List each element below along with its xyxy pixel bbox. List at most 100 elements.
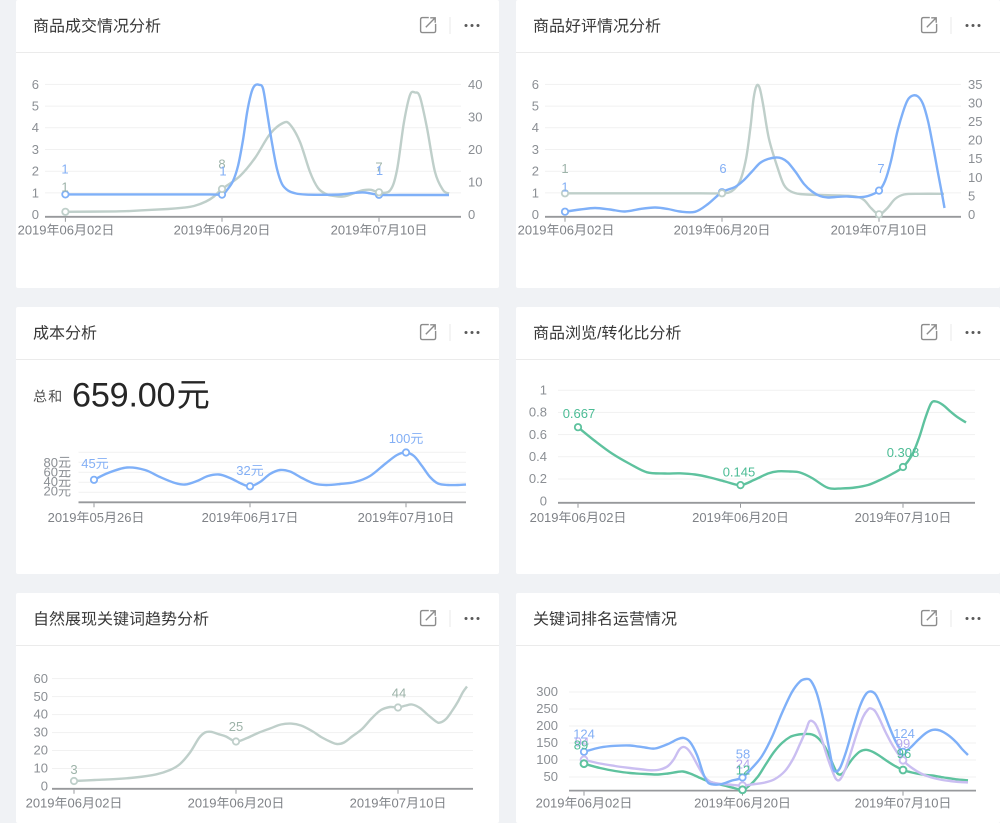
svg-text:20: 20 (243, 223, 257, 238)
svg-text:06: 06 (216, 223, 230, 238)
svg-text:58: 58 (736, 747, 750, 762)
svg-text:1: 1 (61, 180, 68, 195)
svg-text:2019: 2019 (831, 223, 860, 238)
svg-text:06: 06 (734, 510, 748, 525)
svg-text:20: 20 (44, 484, 58, 499)
svg-text:0.308: 0.308 (887, 445, 920, 460)
svg-text:124: 124 (573, 727, 595, 742)
svg-text:2019: 2019 (518, 223, 547, 238)
svg-text:02: 02 (599, 510, 613, 525)
svg-text:1: 1 (540, 382, 547, 397)
svg-text:02: 02 (587, 223, 601, 238)
svg-text:2019: 2019 (358, 510, 387, 525)
svg-text:0.8: 0.8 (529, 405, 547, 420)
svg-text:0: 0 (468, 207, 475, 222)
svg-text:0.4: 0.4 (529, 449, 547, 464)
svg-text:0.2: 0.2 (529, 471, 547, 486)
svg-text:100: 100 (389, 431, 411, 446)
svg-text:20: 20 (743, 223, 757, 238)
svg-text:0.6: 0.6 (529, 427, 547, 442)
svg-text:1: 1 (561, 161, 568, 176)
svg-text:0: 0 (532, 207, 539, 222)
svg-text:06: 06 (572, 510, 586, 525)
svg-text:25: 25 (968, 114, 982, 129)
svg-text:2019: 2019 (530, 510, 559, 525)
svg-text:1: 1 (32, 185, 39, 200)
svg-text:20: 20 (762, 510, 776, 525)
svg-text:15: 15 (968, 151, 982, 166)
svg-text:100: 100 (536, 752, 558, 767)
svg-text:10: 10 (427, 510, 441, 525)
svg-text:6: 6 (32, 77, 39, 92)
svg-text:06: 06 (560, 223, 574, 238)
svg-text:96: 96 (897, 746, 911, 761)
svg-text:50: 50 (34, 689, 48, 704)
svg-text:200: 200 (536, 718, 558, 733)
svg-text:44: 44 (392, 686, 406, 701)
svg-text:1: 1 (532, 185, 539, 200)
svg-text:5: 5 (968, 188, 975, 203)
svg-text:07: 07 (897, 796, 911, 811)
svg-text:5: 5 (532, 99, 539, 114)
svg-text:99: 99 (896, 736, 910, 751)
svg-text:80: 80 (44, 455, 58, 470)
svg-text:2: 2 (32, 164, 39, 179)
svg-text:2019: 2019 (174, 223, 203, 238)
svg-text:17: 17 (271, 510, 285, 525)
svg-text:02: 02 (87, 223, 101, 238)
svg-text:94: 94 (575, 735, 589, 750)
svg-text:07: 07 (400, 510, 414, 525)
svg-text:2019: 2019 (26, 796, 55, 811)
svg-text:3: 3 (532, 142, 539, 157)
svg-text:0: 0 (968, 207, 975, 222)
svg-text:25: 25 (229, 719, 243, 734)
svg-text:300: 300 (536, 684, 558, 699)
svg-text:05: 05 (90, 510, 104, 525)
svg-text:30: 30 (968, 95, 982, 110)
svg-text:35: 35 (968, 77, 982, 92)
svg-text:2019: 2019 (855, 796, 884, 811)
svg-text:30: 30 (468, 109, 482, 124)
svg-text:10: 10 (468, 175, 482, 190)
svg-text:2019: 2019 (694, 796, 723, 811)
svg-text:24: 24 (736, 757, 750, 772)
svg-text:89: 89 (574, 738, 588, 753)
svg-text:10: 10 (400, 223, 414, 238)
svg-text:1: 1 (376, 163, 383, 178)
svg-text:0.145: 0.145 (723, 465, 756, 480)
svg-text:06: 06 (716, 223, 730, 238)
svg-text:/: / (597, 326, 602, 343)
svg-text:124: 124 (893, 726, 915, 741)
svg-text:150: 150 (536, 735, 558, 750)
svg-text:07: 07 (897, 510, 911, 525)
svg-text:20: 20 (468, 142, 482, 157)
svg-text:0: 0 (41, 779, 48, 794)
svg-text:3: 3 (32, 142, 39, 157)
svg-text:40: 40 (44, 474, 58, 489)
svg-text:32: 32 (236, 463, 250, 478)
svg-text:10: 10 (924, 796, 938, 811)
svg-text:659.00: 659.00 (72, 376, 175, 414)
svg-text:1: 1 (219, 164, 226, 179)
svg-text:60: 60 (34, 671, 48, 686)
svg-text:8: 8 (218, 157, 225, 172)
svg-text:20: 20 (968, 133, 982, 148)
svg-text:07: 07 (373, 223, 387, 238)
svg-text:50: 50 (544, 769, 558, 784)
svg-text:06: 06 (60, 223, 74, 238)
svg-text:06: 06 (578, 796, 592, 811)
svg-text:2019: 2019 (855, 510, 884, 525)
svg-text:07: 07 (392, 796, 406, 811)
svg-text:06: 06 (68, 796, 82, 811)
svg-text:2019: 2019 (48, 510, 77, 525)
svg-text:20: 20 (257, 796, 271, 811)
svg-text:250: 250 (536, 701, 558, 716)
svg-text:30: 30 (34, 725, 48, 740)
svg-text:7: 7 (877, 161, 884, 176)
svg-text:10: 10 (900, 223, 914, 238)
svg-text:40: 40 (34, 707, 48, 722)
svg-text:02: 02 (95, 796, 109, 811)
svg-text:5: 5 (32, 99, 39, 114)
svg-text:40: 40 (468, 77, 482, 92)
svg-text:3: 3 (70, 762, 77, 777)
